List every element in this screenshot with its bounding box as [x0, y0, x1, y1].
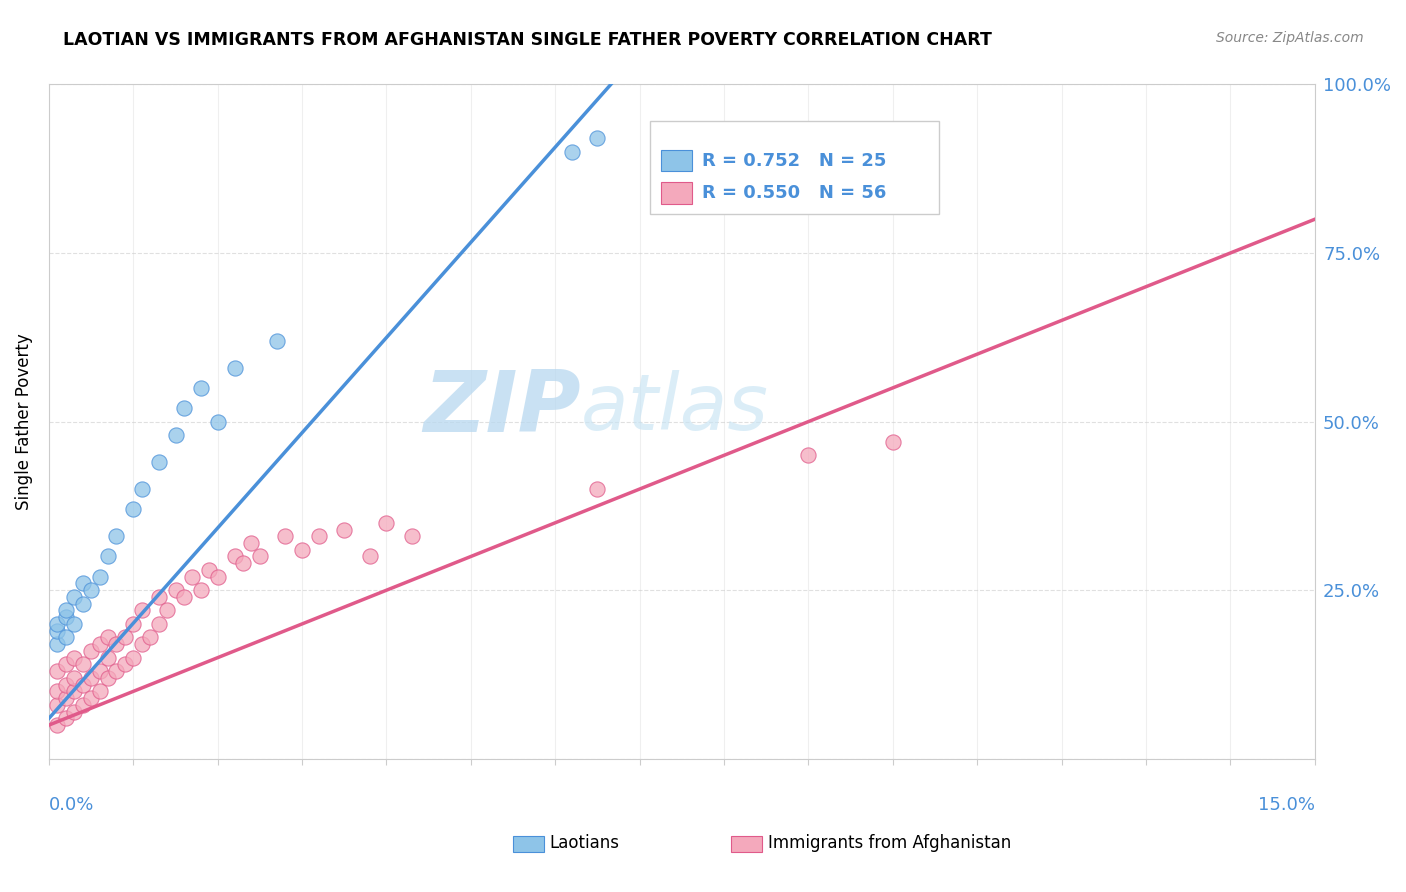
Point: [97, 671, 120, 685]
Point: [181, 570, 204, 584]
Point: [131, 482, 153, 496]
Point: [198, 563, 221, 577]
Point: [148, 455, 170, 469]
Point: [46, 637, 69, 651]
Point: [105, 637, 128, 651]
Point: [55, 610, 77, 624]
Point: [105, 664, 128, 678]
Point: [375, 516, 398, 530]
Point: [89, 664, 111, 678]
Text: 15.0%: 15.0%: [1257, 796, 1315, 814]
Point: [274, 529, 297, 543]
Point: [190, 583, 212, 598]
Point: [97, 549, 120, 564]
Point: [72, 698, 94, 712]
Text: Immigrants from Afghanistan: Immigrants from Afghanistan: [768, 834, 1011, 852]
Text: Laotians: Laotians: [550, 834, 620, 852]
Text: 0.0%: 0.0%: [49, 796, 94, 814]
Point: [80, 644, 103, 658]
Text: Source: ZipAtlas.com: Source: ZipAtlas.com: [1216, 31, 1364, 45]
Point: [114, 631, 136, 645]
Point: [156, 603, 179, 617]
Point: [207, 570, 229, 584]
Point: [308, 529, 330, 543]
Point: [72, 677, 94, 691]
Point: [55, 631, 77, 645]
Point: [63, 705, 86, 719]
Point: [63, 616, 86, 631]
Text: LAOTIAN VS IMMIGRANTS FROM AFGHANISTAN SINGLE FATHER POVERTY CORRELATION CHART: LAOTIAN VS IMMIGRANTS FROM AFGHANISTAN S…: [63, 31, 993, 49]
Point: [80, 671, 103, 685]
Point: [63, 650, 86, 665]
Point: [97, 631, 120, 645]
Point: [122, 650, 145, 665]
Point: [122, 502, 145, 516]
Point: [165, 583, 187, 598]
Point: [46, 698, 69, 712]
Point: [55, 657, 77, 672]
Point: [148, 616, 170, 631]
Point: [131, 603, 153, 617]
Point: [173, 401, 195, 416]
Point: [139, 631, 162, 645]
Point: [114, 657, 136, 672]
Point: [55, 603, 77, 617]
Point: [105, 529, 128, 543]
Point: [173, 590, 195, 604]
Point: [882, 434, 904, 449]
Point: [89, 637, 111, 651]
Point: [190, 381, 212, 395]
Point: [240, 536, 263, 550]
Point: [131, 637, 153, 651]
Point: [55, 711, 77, 725]
Point: [46, 718, 69, 732]
Point: [97, 650, 120, 665]
Point: [80, 691, 103, 706]
Point: [55, 677, 77, 691]
Point: [148, 590, 170, 604]
Point: [401, 529, 423, 543]
Point: [89, 684, 111, 698]
Point: [224, 549, 246, 564]
Point: [63, 590, 86, 604]
Text: R = 0.550   N = 56: R = 0.550 N = 56: [702, 184, 886, 202]
Point: [72, 597, 94, 611]
Point: [586, 131, 609, 145]
Point: [586, 482, 609, 496]
Y-axis label: Single Father Poverty: Single Father Poverty: [15, 334, 32, 510]
Point: [46, 624, 69, 638]
Text: ZIP: ZIP: [423, 367, 581, 450]
Point: [72, 576, 94, 591]
Point: [359, 549, 381, 564]
Point: [122, 616, 145, 631]
Point: [80, 583, 103, 598]
Point: [165, 428, 187, 442]
Point: [291, 542, 314, 557]
Point: [46, 616, 69, 631]
Point: [797, 448, 820, 462]
Point: [55, 691, 77, 706]
Point: [89, 570, 111, 584]
Point: [232, 556, 254, 570]
Point: [266, 334, 288, 348]
Point: [224, 360, 246, 375]
Text: atlas: atlas: [581, 370, 769, 446]
Point: [561, 145, 583, 159]
Point: [333, 523, 356, 537]
Point: [63, 671, 86, 685]
Point: [249, 549, 271, 564]
Point: [46, 664, 69, 678]
Point: [46, 684, 69, 698]
Point: [207, 415, 229, 429]
Point: [63, 684, 86, 698]
Text: R = 0.752   N = 25: R = 0.752 N = 25: [702, 152, 886, 169]
Point: [72, 657, 94, 672]
